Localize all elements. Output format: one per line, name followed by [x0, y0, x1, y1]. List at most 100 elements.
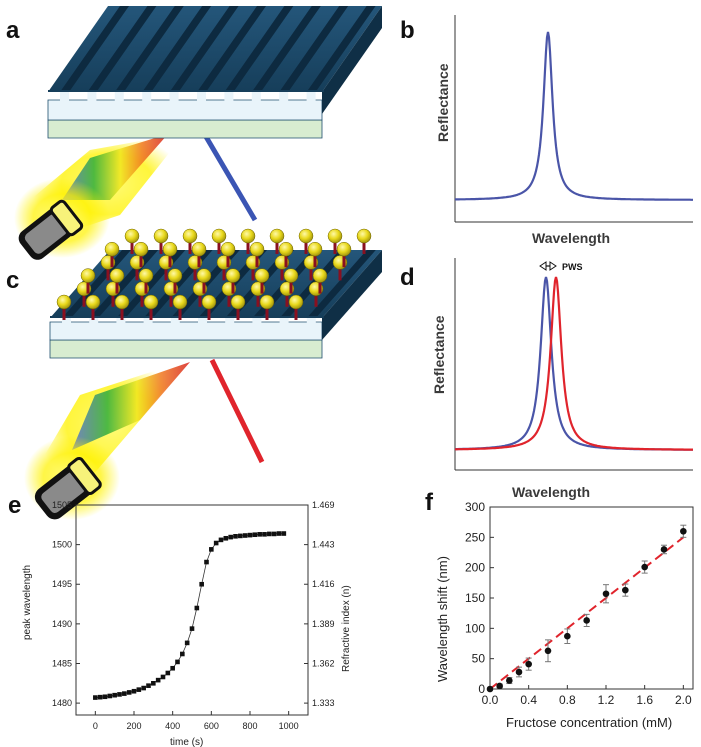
e-ytick-label: 1505: [52, 500, 72, 510]
d-curve-red: [455, 276, 693, 451]
e-point: [136, 687, 142, 692]
e-point: [180, 651, 185, 657]
groove: [114, 6, 184, 92]
panel-e: e 0 200 400 600 800 1000 1480 1.333 1485 1.362 149…: [8, 492, 352, 747]
reflected-ray-blue: [202, 133, 258, 222]
groove-gap: [62, 318, 71, 328]
bound-molecules: [56, 228, 372, 320]
f-xtick-label: 0.0: [482, 693, 499, 707]
molecule: [230, 294, 246, 320]
molecule: [143, 294, 159, 320]
e-y2tick-label: 1.469: [312, 500, 335, 510]
f-xtick-label: 0.4: [520, 693, 537, 707]
panel-letter-c: c: [6, 267, 19, 294]
e-point: [262, 532, 267, 537]
groove-gap: [224, 92, 234, 102]
e-point: [213, 540, 219, 546]
groove-gap: [60, 92, 69, 102]
e-ytick-label: 1480: [52, 698, 72, 708]
f-fit-line: [489, 536, 684, 690]
f-xtick-label: 0.8: [559, 693, 576, 707]
b-xlabel: Wavelength: [532, 230, 610, 246]
f-ytick-label: 0: [478, 682, 485, 696]
f-ytick-label: 200: [465, 561, 485, 575]
e-y2tick-label: 1.389: [312, 619, 335, 629]
e-point: [276, 531, 282, 536]
b-ylabel: Reflectance: [435, 63, 451, 142]
e-point: [257, 532, 262, 537]
e-xtick-label: 1000: [279, 721, 299, 731]
molecule: [153, 228, 169, 254]
molecule: [356, 228, 372, 254]
molecule: [172, 294, 188, 320]
molecule: [336, 241, 352, 268]
molecule: [85, 294, 101, 320]
d-curve-blue: [455, 276, 693, 451]
molecule: [191, 241, 207, 268]
groove-gap: [279, 318, 289, 328]
panel-letter-d: d: [400, 264, 415, 291]
molecule: [312, 268, 328, 294]
e-point: [242, 533, 248, 538]
f-ticks: 0.0 0.4 0.8 1.2 1.6 2.0 0 50 100 150 200 250 300: [465, 500, 692, 707]
f-xtick-label: 1.6: [636, 693, 653, 707]
molecule: [211, 228, 227, 254]
molecule: [240, 228, 256, 254]
groove-gap: [225, 318, 235, 328]
molecule: [298, 228, 314, 254]
panel-d: d Reflectance Wavelength PWS: [400, 258, 693, 500]
d-ylabel: Reflectance: [431, 315, 447, 394]
molecule: [196, 268, 212, 294]
grating-side-c: [322, 250, 382, 340]
e-point: [122, 691, 127, 696]
groove: [169, 6, 239, 92]
e-point: [146, 683, 151, 688]
molecule: [124, 228, 140, 254]
f-point: [506, 677, 513, 684]
molecule: [259, 294, 275, 320]
e-ytick-label: 1500: [52, 540, 72, 550]
f-point: [622, 586, 629, 594]
e-point: [271, 531, 277, 537]
f-point: [525, 660, 532, 668]
groove-gap: [116, 318, 126, 328]
grating-edge: [50, 316, 324, 318]
molecule: [104, 241, 120, 268]
f-point: [680, 527, 687, 535]
e-point: [194, 605, 200, 611]
molecule: [225, 268, 241, 294]
panel-b: b Reflectance Wavelength: [400, 15, 693, 246]
molecule: [220, 241, 236, 268]
f-point: [641, 563, 648, 571]
groove-gap: [143, 318, 153, 328]
e-connect-line: [95, 533, 284, 698]
e-point: [204, 559, 209, 565]
e-point: [102, 694, 108, 700]
e-point: [175, 659, 180, 665]
e-point: [155, 677, 161, 683]
e-point: [141, 685, 146, 691]
e-point: [93, 695, 98, 700]
groove-gap: [306, 92, 316, 102]
f-xtick-label: 2.0: [675, 693, 692, 707]
e-xlabel: time (s): [170, 737, 203, 747]
grating-grooves: [60, 6, 376, 92]
molecule: [249, 241, 265, 268]
molecule: [254, 268, 270, 294]
f-point: [564, 632, 571, 640]
e-xtick-label: 600: [204, 721, 219, 731]
groove: [251, 6, 321, 92]
grating-teeth-c: [50, 316, 324, 328]
f-plot-frame: [489, 506, 694, 690]
e-y2label: Refractive index (n): [341, 585, 352, 672]
e-point: [233, 534, 238, 539]
e-y2tick-label: 1.333: [312, 698, 335, 708]
molecule: [167, 268, 183, 294]
groove-gap: [142, 92, 152, 102]
groove: [87, 6, 157, 92]
e-point: [267, 531, 272, 537]
d-xlabel: Wavelength: [512, 484, 590, 500]
molecule: [109, 268, 125, 294]
panel-a: a: [6, 6, 382, 260]
